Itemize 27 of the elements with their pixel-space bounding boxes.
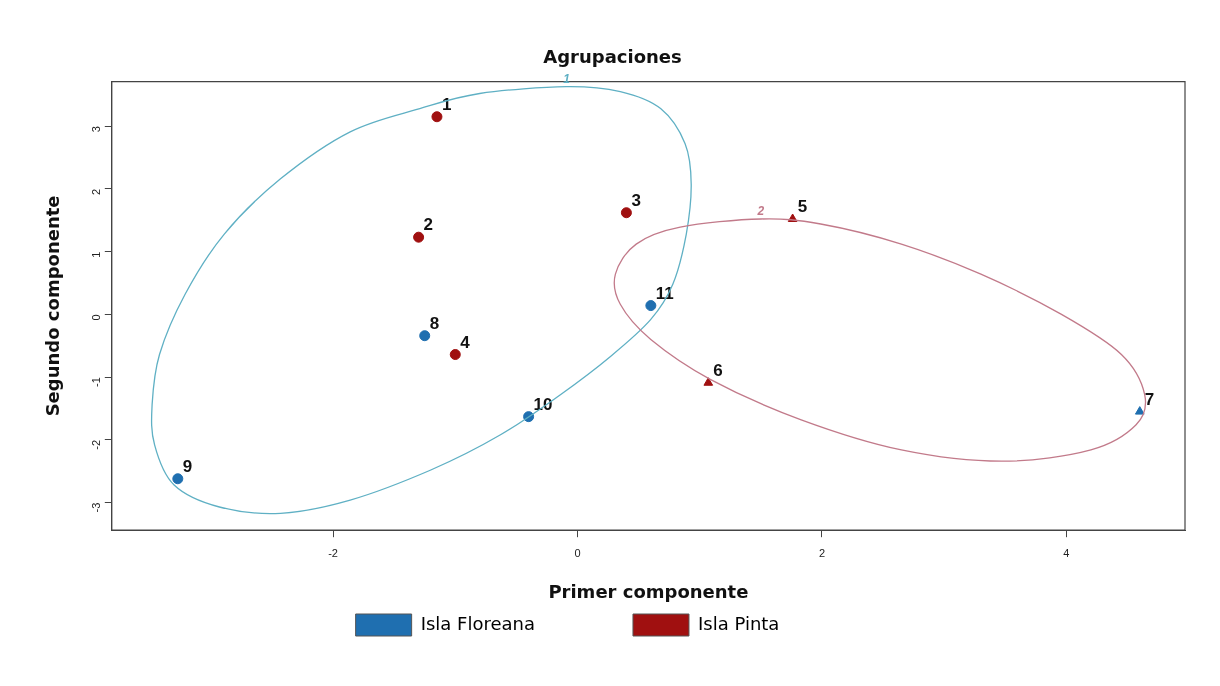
x-tick-label: 2 xyxy=(818,546,826,559)
annotation: 7 xyxy=(1144,389,1155,409)
x-tick-label: -2 xyxy=(328,546,338,559)
x-axis-title: Primer componente xyxy=(548,580,749,602)
y-axis-title: Segundo componente xyxy=(42,195,64,417)
y-tick-label: 3 xyxy=(89,126,102,133)
y-tick-label: 0 xyxy=(89,314,102,321)
legend-label: Isla Pinta xyxy=(697,612,870,634)
annotation: 3 xyxy=(631,190,641,210)
annotation: 5 xyxy=(797,197,808,217)
y-tick-label: -2 xyxy=(89,439,102,450)
legend-label: Isla Floreana xyxy=(420,612,625,634)
annotation: 1 xyxy=(441,94,452,114)
annotation: 9 xyxy=(182,456,193,476)
y-tick-label: -3 xyxy=(89,502,102,513)
chart-title: Agrupaciones xyxy=(543,46,682,68)
annotation: 4 xyxy=(460,332,471,352)
y-tick-label: 2 xyxy=(89,188,102,196)
y-tick-label: -1 xyxy=(89,377,102,387)
x-tick-label: 0 xyxy=(574,546,581,559)
annotation: 6 xyxy=(713,360,723,380)
annotation: 11 xyxy=(655,283,674,303)
x-tick-label: 4 xyxy=(1063,546,1070,559)
annotation: 2 xyxy=(423,215,434,235)
annotation: 8 xyxy=(429,313,440,333)
annotation: 2 xyxy=(756,204,765,218)
y-tick-label: 1 xyxy=(89,251,102,258)
